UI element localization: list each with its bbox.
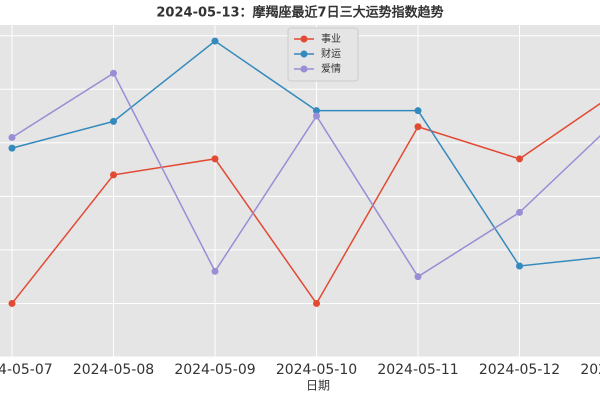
legend-label: 财运 bbox=[321, 47, 341, 60]
point bbox=[414, 123, 422, 131]
x-tick-label: 2024-05-08 bbox=[73, 362, 154, 378]
x-axis-label: 日期 bbox=[306, 379, 330, 393]
point bbox=[110, 117, 117, 125]
x-tick-label: 2024-05-10 bbox=[276, 362, 357, 378]
x-tick-label: 2024-05-09 bbox=[174, 362, 255, 378]
lines bbox=[8, 37, 600, 307]
point bbox=[8, 133, 16, 141]
point bbox=[8, 144, 16, 152]
point bbox=[516, 155, 523, 163]
point bbox=[313, 299, 320, 307]
point bbox=[313, 112, 320, 120]
point bbox=[8, 299, 16, 307]
point bbox=[211, 37, 219, 45]
point bbox=[414, 273, 422, 281]
legend-label: 爱情 bbox=[321, 62, 341, 75]
legend-marker bbox=[300, 50, 308, 58]
x-tick-label: 2024-05-13 bbox=[580, 362, 600, 378]
x-tick-label: 2024-05-11 bbox=[377, 362, 458, 378]
labels: 2024-05-07 2024-05-08 2024-05-09 2024-05-10… bbox=[0, 362, 600, 378]
x-tick-label: 2024-05-07 bbox=[0, 362, 53, 378]
point bbox=[211, 267, 219, 275]
point bbox=[414, 107, 422, 115]
legend-marker bbox=[300, 35, 308, 43]
point bbox=[516, 262, 523, 270]
point bbox=[110, 69, 117, 77]
legend-label: 事业 bbox=[321, 32, 341, 45]
point bbox=[211, 155, 219, 163]
point bbox=[516, 208, 523, 216]
x-tick-label: 2024-05-12 bbox=[479, 362, 560, 378]
legend-marker bbox=[300, 65, 308, 73]
point bbox=[313, 107, 320, 115]
chart-title: 2024-05-13：摩羯座最近7日三大运势指数趋势 bbox=[156, 5, 443, 21]
point bbox=[110, 171, 117, 179]
